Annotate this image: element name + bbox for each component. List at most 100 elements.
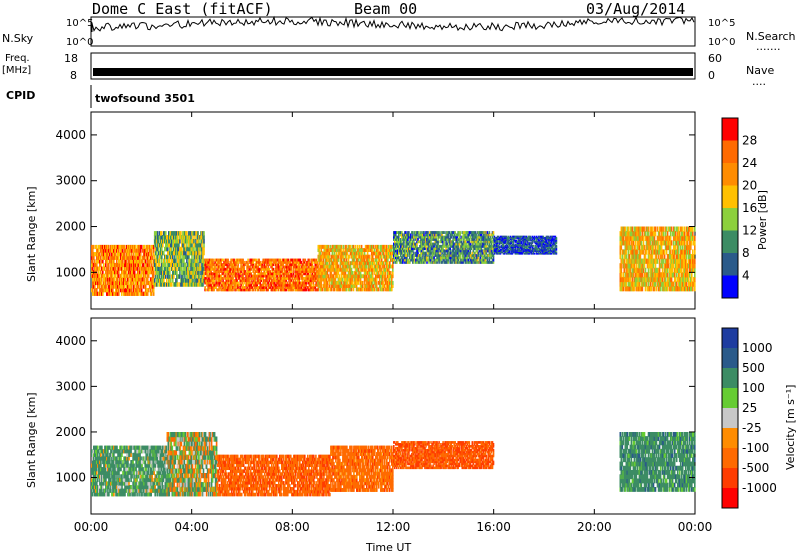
echo-cell <box>310 288 313 292</box>
echo-cell <box>169 262 171 267</box>
echo-cell <box>224 274 226 278</box>
echo-cell <box>348 248 351 252</box>
echo-cell <box>243 281 245 285</box>
echo-cell <box>355 251 358 256</box>
echo-cell <box>175 239 177 244</box>
echo-cell <box>509 240 512 243</box>
echo-cell <box>230 267 232 271</box>
echo-cell <box>143 248 146 253</box>
echo-cell <box>422 260 424 264</box>
echo-cell <box>465 249 468 253</box>
echo-cell <box>457 258 459 262</box>
echo-cell <box>484 242 487 246</box>
echo-cell <box>121 291 123 296</box>
echo-cell <box>509 242 512 245</box>
echo-cell <box>216 272 218 276</box>
echo-cell <box>342 261 345 266</box>
echo-cell <box>150 280 153 286</box>
echo-cell <box>389 274 391 279</box>
echo-cell <box>395 235 397 239</box>
echo-cell <box>121 259 123 264</box>
echo-cell <box>175 235 177 240</box>
echo-cell <box>105 248 107 253</box>
echo-cell <box>211 267 213 271</box>
echo-cell <box>284 258 286 262</box>
echo-cell <box>368 264 371 269</box>
echo-cell <box>210 267 212 271</box>
echo-cell <box>97 277 99 282</box>
echo-cell <box>264 258 266 262</box>
echo-cell <box>165 246 167 252</box>
echo-cell <box>414 235 416 239</box>
echo-cell <box>120 262 122 268</box>
echo-cell <box>447 249 449 253</box>
echo-cell <box>176 278 178 283</box>
echo-cell <box>303 288 306 292</box>
echo-cell <box>364 271 367 275</box>
echo-cell <box>457 247 459 251</box>
echo-cell <box>290 267 292 271</box>
echo-cell <box>352 284 355 288</box>
echo-cell <box>306 263 309 267</box>
echo-cell <box>142 280 145 286</box>
echo-cell <box>292 283 294 287</box>
echo-cell <box>285 258 287 262</box>
echo-cell <box>453 256 455 260</box>
echo-cell <box>273 258 275 262</box>
echo-cell <box>281 260 283 264</box>
echo-cell <box>192 278 194 283</box>
echo-cell <box>136 262 139 268</box>
echo-cell <box>411 235 413 239</box>
echo-cell <box>498 240 501 243</box>
echo-cell <box>226 281 228 285</box>
echo-cell <box>277 267 279 271</box>
echo-cell <box>437 235 439 239</box>
echo-cell <box>456 260 458 264</box>
echo-cell <box>515 251 518 254</box>
echo-cell <box>347 244 350 249</box>
echo-cell <box>109 280 111 286</box>
echo-cell <box>383 258 386 262</box>
echo-cell <box>363 267 366 272</box>
echo-cell <box>274 270 276 273</box>
echo-cell <box>497 250 500 252</box>
echo-cell <box>370 244 373 249</box>
echo-cell <box>210 265 212 269</box>
echo-cell <box>467 249 470 253</box>
echo-cell <box>232 267 234 271</box>
echo-cell <box>270 288 272 292</box>
echo-cell <box>326 287 329 292</box>
echo-cell <box>118 284 120 289</box>
echo-cell <box>242 274 244 278</box>
echo-cell <box>323 287 326 292</box>
echo-cell <box>511 237 514 239</box>
echo-cell <box>439 235 441 239</box>
echo-cell <box>192 270 194 275</box>
echo-cell <box>328 277 331 282</box>
echo-cell <box>231 274 233 278</box>
echo-cell <box>107 291 109 296</box>
echo-cell <box>158 274 161 279</box>
echo-cell <box>395 244 397 248</box>
echo-cell <box>156 246 159 252</box>
echo-cell <box>359 274 362 279</box>
echo-cell <box>346 264 349 269</box>
echo-cell <box>124 277 126 282</box>
echo-cell <box>341 261 344 266</box>
echo-cell <box>98 273 100 278</box>
echo-cell <box>203 266 205 271</box>
echo-cell <box>171 231 173 236</box>
echo-cell <box>392 274 394 279</box>
echo-cell <box>500 251 503 254</box>
echo-cell <box>179 235 181 240</box>
echo-cell <box>195 274 197 279</box>
echo-cell <box>196 250 198 256</box>
echo-cell <box>172 235 174 240</box>
echo-cell <box>92 266 94 271</box>
echo-cell <box>461 256 464 260</box>
echo-cell <box>250 267 252 271</box>
echo-cell <box>293 263 295 267</box>
echo-cell <box>397 240 399 244</box>
echo-cell <box>478 242 481 246</box>
echo-cell <box>291 286 293 289</box>
